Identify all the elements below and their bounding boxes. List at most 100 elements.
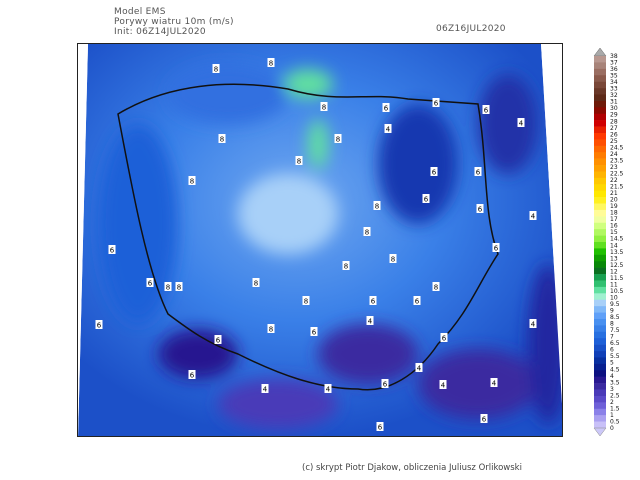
colorbar-tick-label: 17 — [610, 216, 618, 223]
contour-label: 8 — [344, 263, 348, 271]
contour-label: 6 — [378, 424, 383, 432]
colorbar-tick-label: 21 — [610, 190, 618, 197]
colorbar-swatch — [594, 94, 606, 102]
copyright-footer: (c) skrypt Piotr Djakow, obliczenia Juli… — [302, 463, 522, 473]
contour-label: 4 — [492, 380, 497, 388]
colorbar-tick-label: 12 — [610, 268, 618, 275]
colorbar-tick-label: 9.5 — [610, 301, 620, 308]
colorbar-tick-label: 1.5 — [610, 405, 620, 412]
colorbar-swatch — [594, 235, 606, 243]
contour-label-box — [482, 105, 490, 114]
contour-label-box — [492, 243, 500, 252]
colorbar-tick-label: 7 — [610, 334, 614, 341]
contour-label-box — [432, 282, 440, 291]
contour-label-box — [439, 380, 447, 389]
contour-label: 6 — [476, 169, 481, 177]
colorbar-swatch — [594, 100, 606, 108]
contour-label-box — [474, 167, 482, 176]
contour-label: 6 — [216, 337, 221, 345]
contour-label: 8 — [254, 280, 258, 288]
colorbar-swatch — [594, 299, 606, 307]
colorbar-swatch — [594, 209, 606, 217]
colorbar-tick-label: 3 — [610, 386, 614, 393]
colorbar-swatch — [594, 286, 606, 294]
contour-label: 8 — [297, 158, 301, 166]
contour-label: 8 — [269, 60, 273, 68]
contour-label-box — [310, 327, 318, 336]
contour-label: 6 — [148, 280, 153, 288]
contour-label-box — [382, 103, 390, 112]
contour-label: 4 — [441, 382, 446, 390]
colorbar-swatch — [594, 280, 606, 288]
colorbar-tick-label: 18 — [610, 210, 618, 217]
colorbar-tick-label: 19 — [610, 203, 618, 210]
colorbar-swatch — [594, 338, 606, 345]
colorbar-swatch — [594, 344, 606, 352]
contour-label-box — [529, 319, 537, 328]
contour-label-box — [363, 227, 371, 236]
contour-label: 8 — [177, 284, 181, 292]
colorbar-swatch — [594, 312, 606, 320]
colorbar-tick-label: 9 — [610, 308, 614, 315]
parameter-title: Porywy wiatru 10m (m/s) — [114, 17, 234, 27]
colorbar-tick-label: 2 — [610, 399, 614, 406]
contour-label: 6 — [110, 247, 115, 255]
contour-label-box — [529, 211, 537, 220]
contour-label-box — [480, 414, 488, 423]
contour-label: 8 — [434, 284, 438, 292]
colorbar-swatch — [594, 376, 606, 384]
colorbar-swatch — [594, 197, 606, 204]
contour-label-box — [175, 282, 183, 291]
colorbar-tick-label: 31 — [610, 99, 618, 106]
colorbar-swatch — [594, 267, 606, 275]
colorbar-swatch — [594, 171, 606, 179]
colorbar-swatch — [594, 139, 606, 147]
colorbar-tick-label: 0 — [610, 425, 614, 432]
colorbar-tick-label: 27 — [610, 125, 618, 132]
init-time: Init: 06Z14JUL2020 — [114, 27, 206, 37]
colorbar-swatch — [594, 370, 606, 377]
colorbar-tick-label: 8 — [610, 321, 614, 328]
contour-label-box — [188, 370, 196, 379]
contour-label: 6 — [190, 372, 195, 380]
colorbar-tick-label: 20 — [610, 197, 618, 204]
contour-label: 4 — [417, 365, 422, 373]
contour-label-box — [415, 363, 423, 372]
contour-label-box — [389, 254, 397, 263]
colorbar-tick-label: 7.5 — [610, 327, 620, 334]
contour-label-box — [188, 176, 196, 185]
colorbar-swatch — [594, 165, 606, 172]
contour-label-box — [381, 379, 389, 388]
colorbar-swatch — [594, 120, 606, 127]
contour-label: 8 — [304, 298, 308, 306]
valid-time: 06Z16JUL2020 — [436, 24, 506, 34]
colorbar-tick-label: 6.5 — [610, 340, 620, 347]
contour-label: 4 — [531, 213, 536, 221]
colorbar-tick-label: 22 — [610, 177, 618, 184]
colorbar-tick-label: 3.5 — [610, 379, 620, 386]
colorbar-tick-label: 25 — [610, 138, 618, 145]
contour-label: 6 — [424, 196, 429, 204]
colorbar-tick-label: 4 — [610, 373, 614, 380]
contour-label-box — [212, 64, 220, 73]
contour-label-box — [490, 378, 498, 387]
colorbar-tick-label: 11 — [610, 281, 618, 288]
colorbar-tick-label: 15 — [610, 229, 618, 236]
contour-label: 6 — [384, 105, 389, 113]
contour-label: 8 — [391, 256, 395, 264]
colorbar-swatch — [594, 408, 606, 416]
colorbar-swatch — [594, 331, 606, 339]
colorbar-swatch — [594, 351, 606, 358]
colorbar-tick-label: 1 — [610, 412, 614, 419]
colorbar-tick-label: 29 — [610, 112, 618, 119]
contour-label: 8 — [322, 104, 326, 112]
contour-label: 6 — [312, 329, 317, 337]
contour-label-box — [517, 118, 525, 127]
colorbar-swatch — [594, 383, 606, 390]
colorbar-tick-label: 14 — [610, 242, 618, 249]
contour-label: 6 — [484, 107, 489, 115]
colorbar-swatch — [594, 107, 606, 115]
colorbar-swatch — [594, 318, 606, 326]
contour-label-box — [295, 156, 303, 165]
